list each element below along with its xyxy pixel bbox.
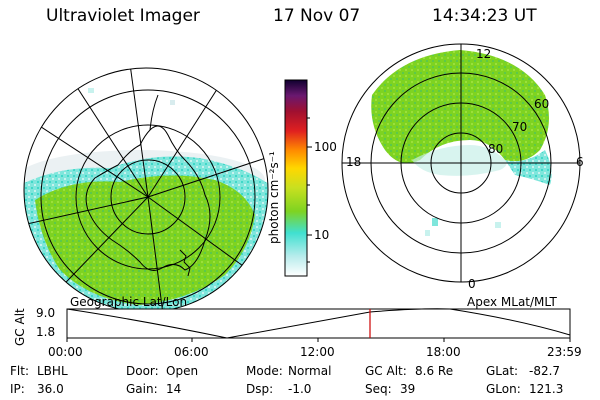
gcalt-value: 8.6 Re [415,364,454,378]
door-label: Door: [126,364,159,378]
image-time: 14:34:23 UT [432,6,537,26]
altitude-ytick-high: 9.0 [36,306,56,320]
colorbar-unit-label: photon cm⁻²s⁻¹ [267,151,281,244]
mlat-label-80: 80 [488,142,504,156]
mlt-label-0: 0 [468,277,476,291]
mode-label: Mode: [246,364,283,378]
gain-label: Gain: [126,382,158,396]
mlt-label-18: 18 [346,155,362,169]
altitude-xtick-0000: 00:00 [48,345,83,359]
ip-value: 36.0 [37,382,64,396]
image-date: 17 Nov 07 [273,6,361,26]
geographic-image-panel [23,67,269,313]
glat-label: GLat: [486,364,519,378]
colorbar-tick-100: 100 [314,140,337,154]
glat-value: -82.7 [529,364,561,378]
left-panel-label: Geographic Lat/Lon [70,295,188,309]
altitude-xtick-1800: 18:00 [426,345,461,359]
altitude-plot [66,308,571,342]
seq-value: 39 [400,382,416,396]
color-bar [284,79,312,277]
altitude-ytick-low: 1.8 [36,325,56,339]
dsp-label: Dsp: [246,382,274,396]
gain-value: 14 [166,382,182,396]
seq-label: Seq: [365,382,392,396]
altitude-ylabel: GC Alt [13,308,27,346]
glon-value: 121.3 [529,382,564,396]
ip-label: IP: [10,382,25,396]
mlat-label-70: 70 [512,120,528,134]
door-value: Open [166,364,199,378]
glon-label: GLon: [486,382,521,396]
mode-value: Normal [288,364,332,378]
dsp-value: -1.0 [288,382,312,396]
altitude-xtick-1200: 12:00 [300,345,335,359]
mlt-label-12: 12 [476,47,492,61]
mlat-label-60: 60 [534,97,550,111]
gcalt-label: GC Alt: [365,364,407,378]
instrument-title: Ultraviolet Imager [46,6,200,26]
flt-label: Flt: [10,364,29,378]
right-panel-label: Apex MLat/MLT [467,295,557,309]
altitude-xtick-2359: 23:59 [547,345,582,359]
mlt-label-6: 6 [576,155,584,169]
flt-value: LBHL [37,364,68,378]
colorbar-tick-10: 10 [314,228,330,242]
mlat-mlt-image-panel [341,43,581,283]
altitude-xtick-0600: 06:00 [174,345,209,359]
